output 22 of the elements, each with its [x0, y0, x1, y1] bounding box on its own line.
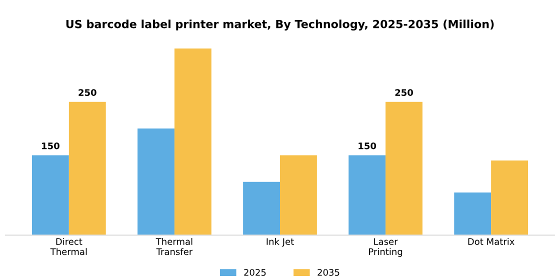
legend-label: 2035	[318, 268, 340, 276]
bar	[491, 160, 528, 236]
x-tick-label: Laser Printing	[369, 238, 402, 257]
bar	[174, 48, 212, 236]
bar	[348, 155, 386, 236]
data-label: 150	[358, 142, 376, 150]
legend-label: 2025	[244, 268, 266, 276]
bar	[68, 102, 106, 236]
bar	[454, 192, 492, 236]
chart-title: US barcode label printer market, By Technology, 2025-2035 (Million)	[66, 20, 494, 30]
data-label: 250	[395, 89, 413, 96]
x-tick-label: Dot Matrix	[468, 238, 514, 245]
x-tick-label: Ink Jet	[266, 238, 294, 247]
bar	[386, 102, 422, 236]
x-tick-label: Thermal Transfer	[156, 238, 193, 256]
bar	[138, 128, 174, 236]
data-label: 150	[42, 142, 60, 150]
data-label: 250	[78, 89, 96, 96]
bar	[280, 155, 317, 236]
bar	[32, 155, 69, 236]
x-tick-label: Direct Thermal	[50, 238, 87, 256]
bar	[243, 182, 280, 236]
